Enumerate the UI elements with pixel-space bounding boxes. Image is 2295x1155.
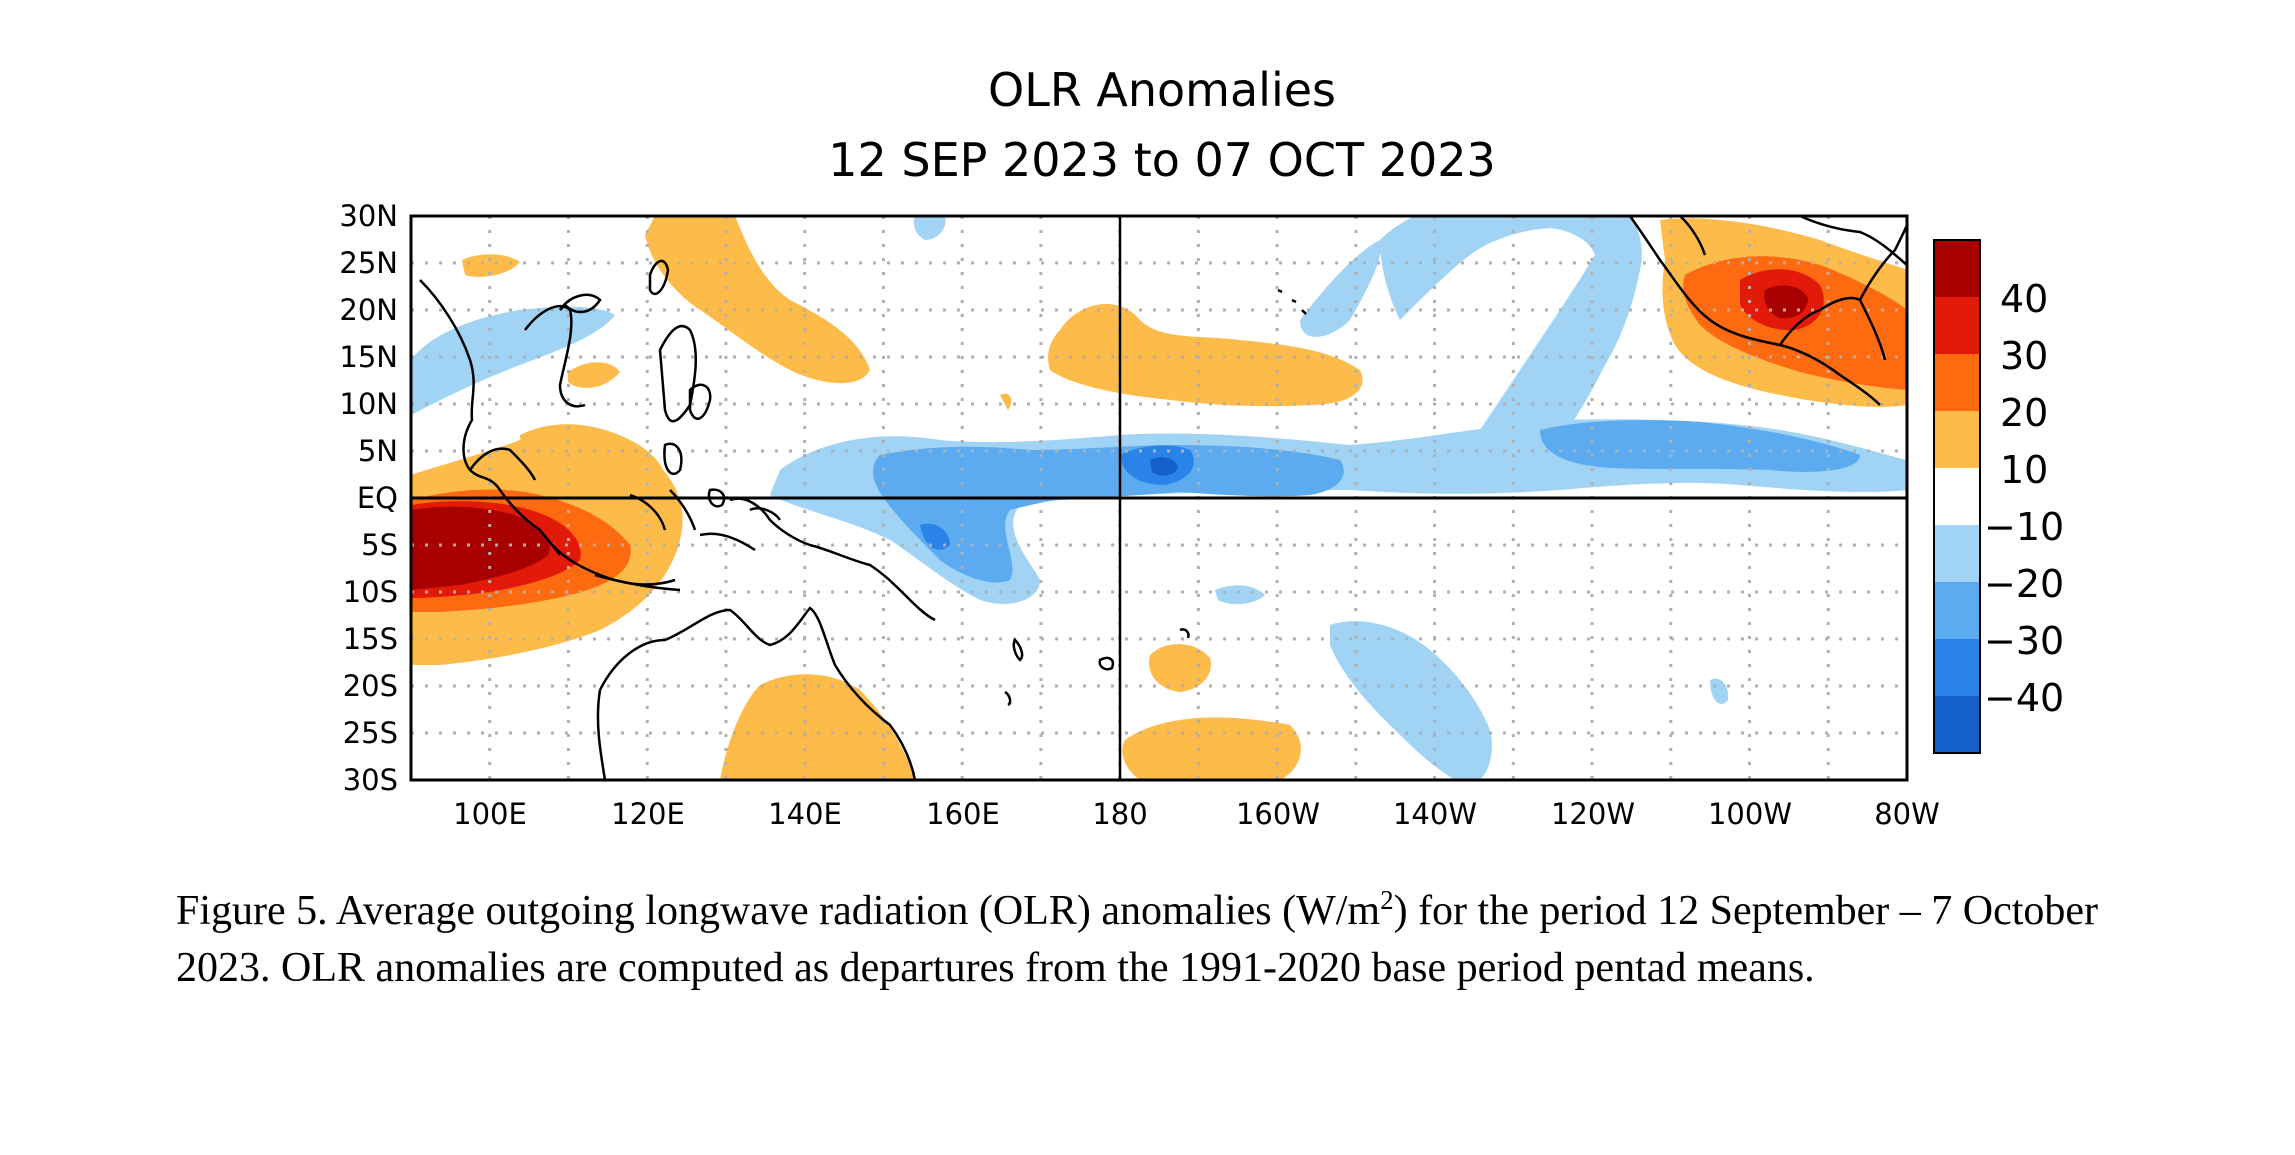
lat-label: 25S bbox=[343, 716, 398, 750]
map-frame bbox=[409, 214, 1909, 782]
negative-anomaly-20-30 bbox=[873, 420, 1860, 583]
lat-label: 10N bbox=[339, 387, 398, 421]
lat-label: 25N bbox=[339, 246, 398, 280]
lon-label: 120E bbox=[611, 797, 685, 831]
lat-label: EQ bbox=[357, 481, 398, 515]
colorbar-swatch bbox=[1934, 297, 1980, 354]
lon-label: 180 bbox=[1092, 797, 1147, 831]
colorbar-label: −20 bbox=[1984, 562, 2064, 606]
colorbar-label: −10 bbox=[1984, 505, 2064, 549]
figure-caption: Figure 5. Average outgoing longwave radi… bbox=[176, 872, 2176, 997]
longitude-axis: 100E 120E 140E 160E 180 160W 140W 120W 1… bbox=[453, 797, 1940, 831]
colorbar-swatch bbox=[1934, 354, 1980, 411]
colorbar-swatch bbox=[1934, 525, 1980, 582]
lat-label: 5N bbox=[358, 434, 398, 468]
colorbar-label: 30 bbox=[2000, 334, 2048, 378]
colorbar-label: −30 bbox=[1984, 619, 2064, 663]
caption-text-part2: ) for the period 12 September – 7 Octobe… bbox=[176, 888, 2099, 991]
lat-label: 5S bbox=[361, 528, 398, 562]
negative-anomaly-40-plus bbox=[1150, 457, 1178, 476]
lon-label: 120W bbox=[1551, 797, 1635, 831]
colorbar-swatch bbox=[1934, 240, 1980, 297]
lat-label: 30S bbox=[343, 763, 398, 797]
colorbar-swatch bbox=[1934, 582, 1980, 639]
colorbar-labels: 40 30 20 10 −10 −20 −30 −40 bbox=[1984, 277, 2064, 720]
lon-label: 160E bbox=[926, 797, 1000, 831]
colorbar-label: 10 bbox=[2000, 448, 2048, 492]
lon-label: 80W bbox=[1874, 797, 1940, 831]
colorbar-swatch bbox=[1934, 639, 1980, 696]
colorbar-swatch bbox=[1934, 468, 1980, 525]
lon-label: 100E bbox=[453, 797, 527, 831]
lon-label: 160W bbox=[1236, 797, 1320, 831]
chart-title-line2: 12 SEP 2023 to 07 OCT 2023 bbox=[828, 133, 1496, 187]
lat-label: 15S bbox=[343, 622, 398, 656]
colorbar bbox=[1933, 239, 1981, 754]
caption-superscript: 2 bbox=[1380, 885, 1394, 915]
lon-label: 100W bbox=[1708, 797, 1792, 831]
colorbar-label: −40 bbox=[1984, 676, 2064, 720]
lat-label: 30N bbox=[339, 199, 398, 233]
lon-label: 140E bbox=[768, 797, 842, 831]
colorbar-label: 40 bbox=[2000, 277, 2048, 321]
lat-label: 20N bbox=[339, 293, 398, 327]
colorbar-label: 20 bbox=[2000, 391, 2048, 435]
colorbar-swatch bbox=[1934, 696, 1980, 753]
latitude-axis: 30N 25N 20N 15N 10N 5N EQ 5S 10S 15S 20S… bbox=[339, 199, 398, 797]
lon-label: 140W bbox=[1393, 797, 1477, 831]
lat-label: 20S bbox=[343, 669, 398, 703]
anomaly-fields bbox=[411, 216, 1907, 780]
chart-title-line1: OLR Anomalies bbox=[988, 63, 1336, 117]
colorbar-frame bbox=[1933, 239, 1981, 754]
colorbar-swatch bbox=[1934, 411, 1980, 468]
caption-text-part1: Figure 5. Average outgoing longwave radi… bbox=[176, 888, 1381, 934]
lat-label: 10S bbox=[343, 575, 398, 609]
lat-label: 15N bbox=[339, 340, 398, 374]
